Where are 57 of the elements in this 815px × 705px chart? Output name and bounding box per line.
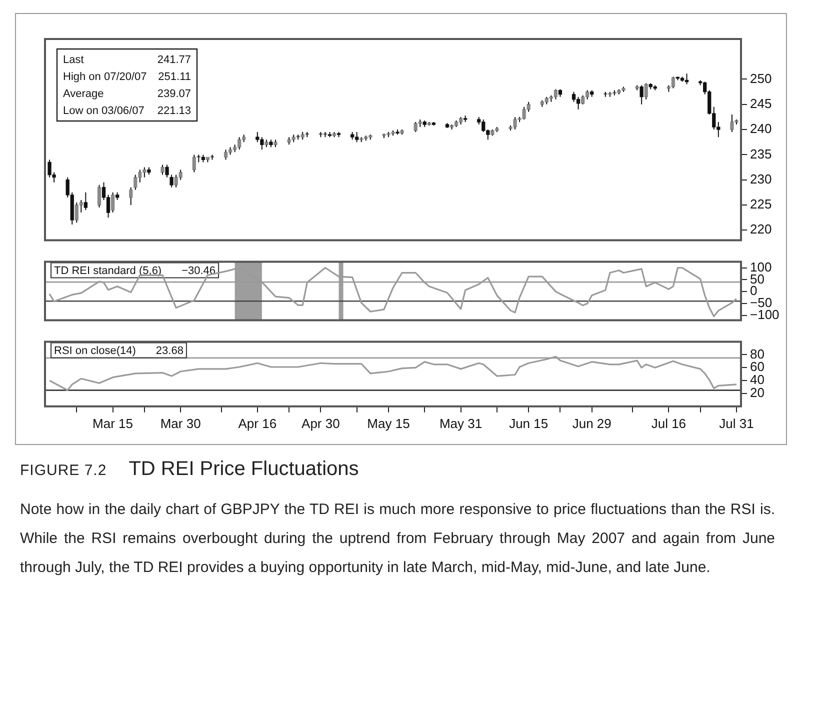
candlestick [671,76,676,89]
x-tick-label: Mar 30 [160,416,201,431]
y-tick-label: 240 [750,121,772,136]
x-tick-label: May 31 [439,416,482,431]
candlestick [328,132,332,138]
candlestick [110,192,115,214]
candlestick [572,91,576,102]
candlestick [458,116,463,126]
candlestick [336,132,341,138]
y-tick-label: 230 [750,171,772,186]
y-tick-label: 220 [750,222,772,237]
candlestick [554,88,558,100]
x-tick-label: Apr 16 [238,416,277,431]
y-tick-label: 225 [750,196,772,212]
y-tick-label: 20 [750,385,764,400]
candlestick [396,129,400,136]
candlestick [165,164,169,178]
text: Note how in the daily chart of GBPJPY the TD REI is much more responsive to price fluctuations than the RSI is. While the RSI remains overbought during the uptrend from February through May 2007 and again from June through July, the TD REI provides a buying opportunity in late March, mid-May, mid-June, and late June. [20,500,775,578]
chart-title: RSI on close(14) 23.68 [54,344,184,357]
candlestick [422,120,426,128]
candlestick [97,184,102,208]
y-tick-label: 40 [750,372,764,388]
x-tick-label: Jun 15 [509,416,548,431]
candlestick [134,174,138,190]
candlestick [269,139,273,148]
text: Average 239.07 [63,88,191,100]
y-tick-label: 60 [750,359,764,374]
x-tick-label: Jul 16 [651,416,686,431]
candlestick [115,192,120,200]
text: TD REI Price Fluctuations [128,458,359,480]
candlestick [580,94,585,105]
y-tick-label: 250 [750,70,772,86]
x-tick-label: Jun 29 [572,416,612,431]
x-tick-label: Mar 15 [92,416,134,431]
candlestick [170,174,174,188]
candlestick [147,166,151,176]
candlestick [432,121,436,126]
candlestick [350,132,354,140]
candlestick [224,149,228,160]
y-tick-label: 235 [750,146,772,162]
candlestick [332,132,336,138]
candlestick [129,186,133,206]
candlestick [84,192,88,211]
y-tick-label: 80 [750,346,764,362]
annotation: High on 07/20/07 251.11 [63,71,191,84]
annotation: Low on 03/06/07 221.13 [63,105,191,118]
x-tick-label: May 15 [367,416,410,431]
x-tick-label: Jul 31 [719,416,754,431]
candlestick [445,122,450,129]
candlestick [640,84,644,105]
y-tick-label: 245 [750,96,772,111]
candlestick [463,114,468,122]
candlestick [454,120,458,128]
x-tick-label: Apr 30 [302,416,340,431]
candlestick [450,124,454,130]
text: Last 241.77 [63,54,191,66]
caption: FIGURE 7.2 [20,462,107,479]
